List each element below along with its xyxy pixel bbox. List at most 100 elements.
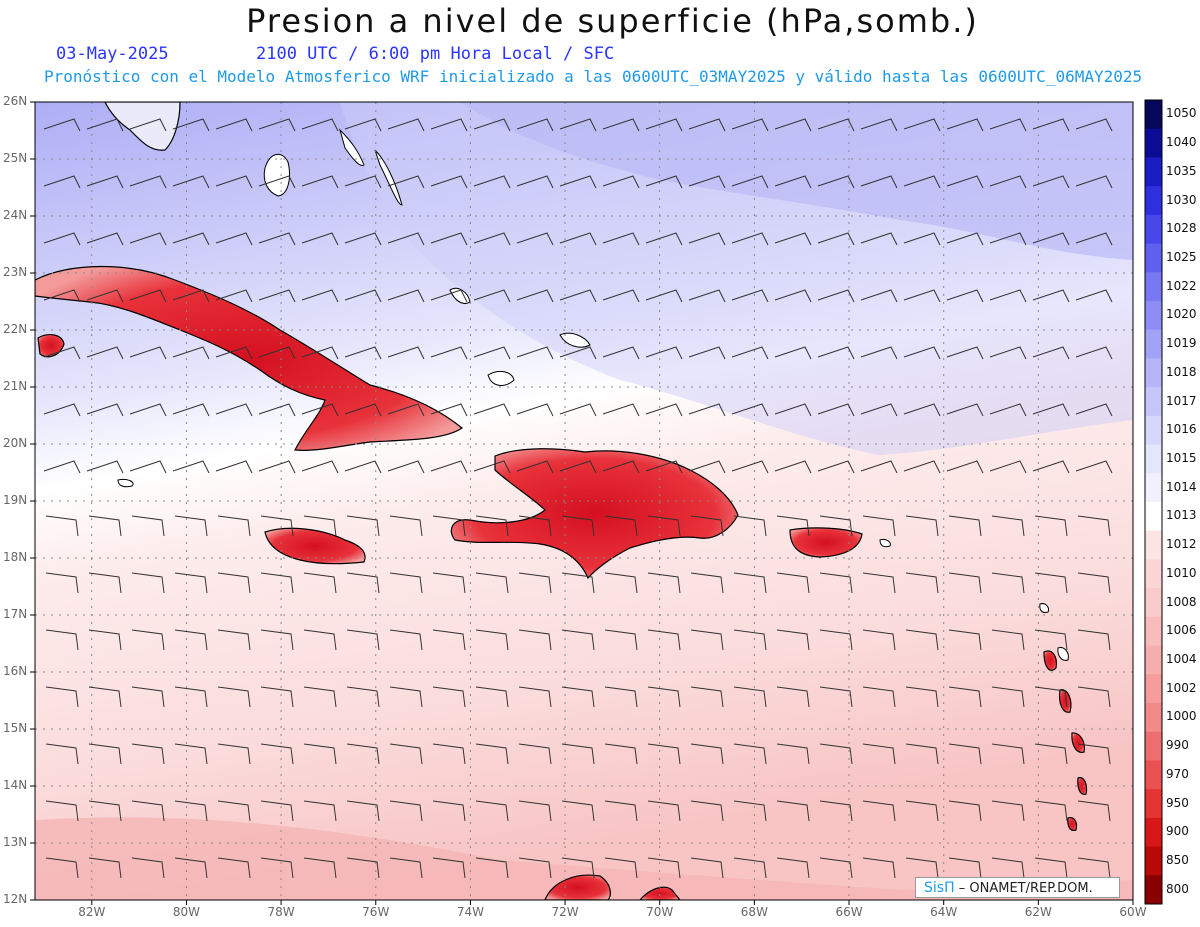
bahamas-andros-island — [263, 153, 291, 197]
colorbar-swatch — [1145, 358, 1162, 388]
wind-barb — [688, 403, 726, 417]
wind-barb — [905, 743, 939, 765]
lat-label: 12N — [3, 892, 28, 906]
wind-barb — [344, 232, 382, 246]
colorbar-swatch — [1145, 559, 1162, 589]
wind-barb — [301, 175, 339, 189]
wind-barb — [903, 346, 941, 360]
wind-barb — [131, 572, 165, 594]
wind-barb — [475, 743, 509, 765]
colorbar-label: 1013 — [1166, 508, 1197, 523]
wind-barb — [45, 857, 79, 879]
wind-barb — [301, 460, 339, 474]
lon-label: 62W — [1024, 905, 1052, 919]
wind-barb — [217, 743, 251, 765]
bahamas-exuma-island — [339, 128, 365, 167]
wind-barb — [862, 857, 896, 879]
wind-barb — [86, 346, 124, 360]
forecast-info: Pronóstico con el Modelo Atmosferico WRF… — [44, 67, 1143, 86]
wind-barb — [690, 686, 724, 708]
jamaica-land — [264, 527, 366, 565]
wind-barb — [88, 857, 122, 879]
map-title: Presion a nivel de superficie (hPa,somb.… — [246, 2, 979, 40]
wind-barb — [172, 118, 210, 132]
colorbar-swatch — [1145, 502, 1162, 532]
wind-barb — [86, 289, 124, 303]
wind-barb — [430, 232, 468, 246]
wind-barb — [1034, 857, 1068, 879]
wind-barb — [258, 175, 296, 189]
colorbar-label: 1006 — [1166, 623, 1197, 638]
colorbar-swatch — [1145, 301, 1162, 331]
florida-land — [104, 102, 181, 151]
wind-barb — [473, 403, 511, 417]
wind-barb — [602, 460, 640, 474]
colorbar-swatch — [1145, 846, 1162, 876]
wind-barb — [774, 118, 812, 132]
wind-barb — [301, 289, 339, 303]
wind-barb — [1032, 232, 1070, 246]
colorbar-label: 900 — [1166, 824, 1189, 839]
wind-barb — [946, 346, 984, 360]
colorbar-frame — [1144, 99, 1163, 905]
wind-barb — [389, 515, 423, 537]
wind-barb — [129, 403, 167, 417]
wind-barb — [561, 743, 595, 765]
wind-barb — [215, 346, 253, 360]
lat-label: 16N — [3, 664, 28, 678]
wind-barb — [860, 403, 898, 417]
wind-barb — [817, 118, 855, 132]
colorbar-label: 1022 — [1166, 278, 1197, 293]
wind-barb — [389, 857, 423, 879]
wind-barb — [948, 572, 982, 594]
wind-barb — [905, 572, 939, 594]
wind-barb — [948, 743, 982, 765]
wind-barb — [946, 118, 984, 132]
lon-label: 68W — [740, 905, 768, 919]
wind-barb — [432, 800, 466, 822]
colorbar-swatch — [1145, 817, 1162, 848]
wind-barb — [989, 460, 1027, 474]
wind-barb — [301, 403, 339, 417]
lat-label: 17N — [3, 607, 28, 621]
wind-barb — [688, 346, 726, 360]
wind-barb — [129, 175, 167, 189]
wind-barb — [559, 232, 597, 246]
wind-barb — [1075, 289, 1113, 303]
cayman-island — [117, 479, 134, 488]
wind-barb — [731, 232, 769, 246]
colorbar-label: 970 — [1166, 766, 1189, 781]
wind-barb — [647, 686, 681, 708]
wind-barb — [731, 289, 769, 303]
lon-label: 78W — [267, 905, 295, 919]
wind-barb — [559, 403, 597, 417]
wind-barb — [1032, 289, 1070, 303]
colorbar-label: 850 — [1166, 852, 1189, 867]
wind-barb — [561, 800, 595, 822]
wind-barb — [991, 572, 1025, 594]
colorbar-label: 1002 — [1166, 680, 1197, 695]
wind-barb — [903, 289, 941, 303]
wind-barb — [991, 857, 1025, 879]
lon-label: 82W — [78, 905, 106, 919]
lat-label: 22N — [3, 322, 28, 336]
wind-barb — [88, 743, 122, 765]
wind-barb — [301, 346, 339, 360]
colorbar-label: 950 — [1166, 795, 1189, 810]
wind-barb — [88, 686, 122, 708]
colorbar-label: 1000 — [1166, 709, 1197, 724]
wind-barb — [1075, 232, 1113, 246]
colorbar-label: 1020 — [1166, 307, 1197, 322]
colorbar-swatch — [1145, 674, 1162, 704]
wind-barb — [1077, 686, 1111, 708]
wind-barb — [604, 800, 638, 822]
wind-barb — [43, 232, 81, 246]
wind-barb — [260, 572, 294, 594]
wind-barb — [817, 289, 855, 303]
wind-barb — [88, 629, 122, 651]
colorbar-swatch — [1145, 415, 1162, 446]
colorbar-label: 1025 — [1166, 249, 1197, 264]
wind-barb — [174, 743, 208, 765]
wind-barb — [862, 743, 896, 765]
wind-barb — [688, 175, 726, 189]
